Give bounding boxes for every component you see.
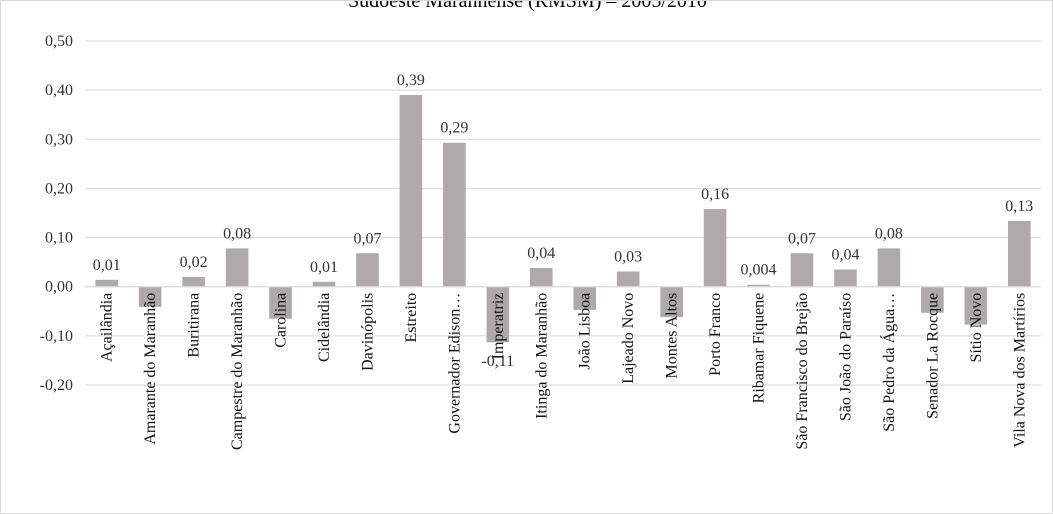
x-tick-label: São Pedro da Água…	[879, 293, 898, 432]
data-label: 0,01	[310, 259, 338, 276]
bars	[95, 95, 1031, 343]
x-tick-label: Cidelândia	[316, 293, 333, 362]
bar	[747, 284, 770, 287]
x-tick-label: Campestre do Maranhão	[229, 293, 246, 450]
x-tick-label: São Francisco do Brejão	[794, 293, 811, 450]
bar	[573, 286, 597, 310]
x-tick-label: Imperatriz	[490, 293, 507, 360]
bar	[138, 286, 162, 307]
x-tick-label: São João do Paraíso	[837, 293, 854, 421]
data-label: 0,03	[614, 248, 642, 265]
data-label: 0,16	[701, 186, 729, 203]
bar	[877, 248, 901, 287]
gridlines	[85, 40, 1041, 386]
data-label: 0,39	[397, 72, 425, 89]
x-tick-label: Governador Edison…	[446, 293, 463, 434]
bar	[269, 286, 292, 319]
bar	[95, 279, 119, 287]
x-tick-label: Ribamar Fiquene	[751, 293, 768, 404]
bar	[616, 271, 640, 287]
bar	[790, 253, 814, 287]
y-tick-label: 0,30	[45, 131, 73, 148]
data-label: 0,07	[353, 230, 381, 247]
bar	[182, 276, 205, 287]
bar	[964, 286, 988, 325]
x-tick-label: Buritirana	[186, 293, 203, 358]
data-label: -0,11	[481, 353, 514, 370]
x-tick-label: Carolina	[273, 293, 290, 348]
x-tick-label: João Lisboa	[577, 293, 594, 370]
data-label: 0,07	[788, 230, 816, 247]
data-label: 0,13	[1005, 198, 1033, 215]
y-tick-label: -0,10	[40, 328, 73, 345]
bar	[1007, 220, 1031, 287]
bar	[834, 269, 857, 287]
y-tick-label: 0,10	[45, 230, 73, 247]
data-label: 0,04	[831, 247, 859, 264]
x-tick-label: Montes Altos	[664, 293, 681, 379]
chart-title: Sudoeste Maranhense (RMSM) – 2005/2010	[348, 0, 707, 12]
bar	[703, 209, 727, 287]
y-tick-label: 0,20	[45, 180, 73, 197]
x-tick-label: Davinópolis	[359, 293, 376, 371]
bar	[443, 142, 466, 287]
x-tick-label: Itinga do Maranhão	[533, 293, 550, 419]
data-label: 0,29	[440, 120, 468, 137]
bar	[660, 286, 683, 318]
x-tick-label: Sítio Novo	[968, 293, 985, 363]
y-axis-ticks: -0,20 -0,10 0,00 0,10 0,20 0,30 0,40 0,50	[40, 33, 73, 394]
x-tick-label: Porto Franco	[707, 293, 724, 376]
y-tick-label: 0,50	[45, 33, 73, 50]
bar	[529, 268, 553, 287]
x-tick-label: Amarante do Maranhão	[142, 293, 159, 445]
data-label: 0,01	[93, 257, 121, 274]
bar	[921, 286, 944, 313]
y-tick-label: 0,40	[45, 82, 73, 99]
x-axis-categories: Açailândia Amarante do Maranhão Buritirana…	[99, 293, 1029, 450]
bar	[225, 248, 249, 287]
data-label: 0,08	[223, 225, 251, 242]
bar	[399, 95, 423, 287]
data-label: 0,004	[741, 262, 777, 279]
x-tick-label: Estreito	[403, 293, 420, 343]
x-tick-label: Açailândia	[99, 293, 116, 362]
bar	[486, 286, 510, 343]
bar	[312, 281, 336, 287]
x-tick-label: Vila Nova dos Martírios	[1011, 293, 1028, 448]
data-label: 0,04	[527, 245, 555, 262]
y-tick-label: -0,20	[40, 377, 73, 394]
data-label: 0,02	[180, 254, 208, 271]
bar	[356, 253, 379, 287]
data-labels: 0,01 0,02 0,08 0,01 0,07 0,39 0,29 -0,11 0,04 0,0…	[93, 72, 1034, 370]
x-tick-label: Senador La Rocque	[924, 293, 941, 419]
data-label: 0,08	[875, 225, 903, 242]
y-tick-label: 0,00	[45, 279, 73, 296]
x-tick-label: Lajeado Novo	[620, 293, 637, 384]
